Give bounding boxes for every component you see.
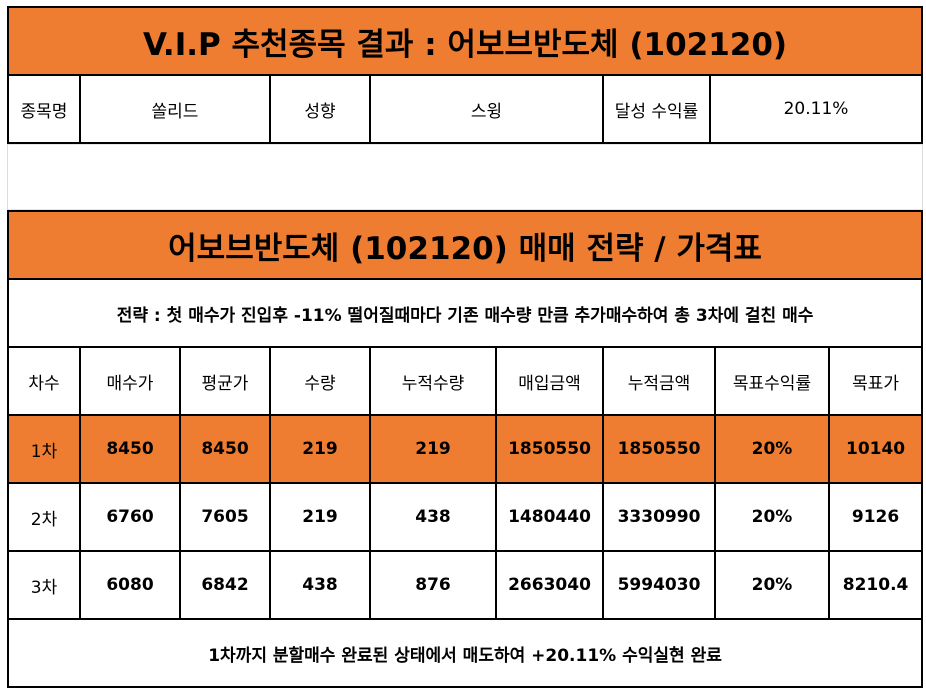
table-cell: 219 (369, 414, 497, 484)
table-cell: 1850550 (495, 414, 604, 484)
column-header: 누적금액 (602, 346, 716, 416)
table-cell: 8450 (179, 414, 271, 484)
table-cell: 20% (714, 414, 830, 484)
column-header: 매수가 (79, 346, 181, 416)
result-table: V.I.P 추천종목 결과 : 어보브반도체 (102120) 종목명 쏠리드 … (6, 6, 924, 144)
table-cell: 20% (714, 550, 830, 620)
return-value: 20.11% (708, 74, 924, 144)
table-cell: 7605 (179, 482, 271, 552)
stock-name-label: 종목명 (7, 74, 81, 144)
strategy-table: 어보브반도체 (102120) 매매 전략 / 가격표 전략 : 첫 매수가 진… (6, 210, 924, 688)
table-cell: 219 (269, 482, 371, 552)
column-header: 목표가 (827, 346, 924, 416)
table-cell: 8210.4 (827, 550, 924, 620)
table-cell: 3차 (7, 550, 81, 620)
result-footer: 1차까지 분할매수 완료된 상태에서 매도하여 +20.11% 수익실현 완료 (6, 618, 924, 688)
column-header: 목표수익률 (714, 346, 830, 416)
table-cell: 5994030 (602, 550, 716, 620)
table-cell: 1차 (7, 414, 81, 484)
table-cell: 2663040 (495, 550, 604, 620)
table-cell: 438 (269, 550, 371, 620)
table-cell: 438 (369, 482, 497, 552)
strategy-description: 전략 : 첫 매수가 진입후 -11% 떨어질때마다 기존 매수량 만큼 추가매… (6, 278, 924, 348)
spacer-row (7, 144, 923, 210)
table-cell: 1850550 (602, 414, 716, 484)
table-cell: 20% (714, 482, 830, 552)
column-header: 평균가 (179, 346, 271, 416)
table-row: 2차 6760 7605 219 438 1480440 3330990 20%… (7, 482, 924, 552)
table-cell: 2차 (7, 482, 81, 552)
stock-name-value: 쏠리드 (79, 74, 271, 144)
table-cell: 3330990 (602, 482, 716, 552)
table-cell: 6080 (79, 550, 181, 620)
table-row: 1차 8450 8450 219 219 1850550 1850550 20%… (7, 414, 924, 484)
table-cell: 10140 (827, 414, 924, 484)
result-title: V.I.P 추천종목 결과 : 어보브반도체 (102120) (6, 6, 924, 76)
table-cell: 876 (369, 550, 497, 620)
return-label: 달성 수익률 (602, 74, 711, 144)
column-header: 매입금액 (495, 346, 604, 416)
table-cell: 1480440 (495, 482, 604, 552)
table-header-row: 차수 매수가 평균가 수량 누적수량 매입금액 누적금액 목표수익률 목표가 (7, 346, 924, 416)
table-cell: 6760 (79, 482, 181, 552)
style-label: 성향 (269, 74, 371, 144)
table-row: 3차 6080 6842 438 876 2663040 5994030 20%… (7, 550, 924, 620)
table-cell: 8450 (79, 414, 181, 484)
table-cell: 219 (269, 414, 371, 484)
column-header: 차수 (7, 346, 81, 416)
strategy-title: 어보브반도체 (102120) 매매 전략 / 가격표 (6, 210, 924, 280)
style-value: 스윙 (369, 74, 604, 144)
column-header: 수량 (269, 346, 371, 416)
table-cell: 9126 (827, 482, 924, 552)
column-header: 누적수량 (369, 346, 497, 416)
table-cell: 6842 (179, 550, 271, 620)
